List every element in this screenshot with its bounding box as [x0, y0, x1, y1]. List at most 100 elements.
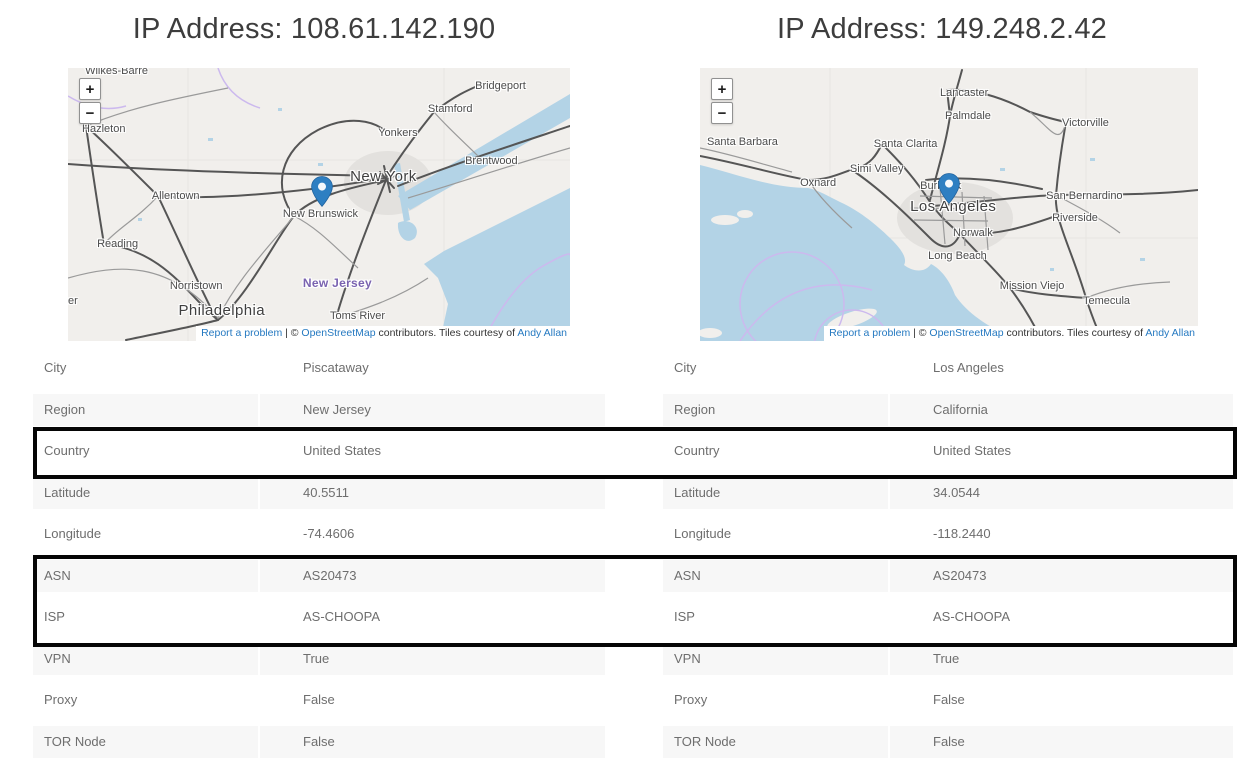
row-value: AS-CHOOPA [258, 601, 605, 633]
attribution-text: contributors. Tiles courtesy of [1003, 327, 1146, 339]
row-value: False [888, 684, 1233, 716]
map-place-label: Norwalk [952, 226, 993, 239]
row-label: Longitude [674, 526, 732, 541]
map-marker-icon[interactable] [938, 173, 960, 204]
map-place-label: Toms River [330, 309, 386, 322]
openstreetmap-link[interactable]: OpenStreetMap [929, 327, 1004, 339]
table-row: Proxy False [33, 684, 605, 716]
ip-panel-right: IP Address: 149.248.2.42 [628, 0, 1256, 341]
row-value: -118.2440 [888, 518, 1233, 550]
row-value: Piscataway [258, 352, 605, 384]
report-problem-link[interactable]: Report a problem [829, 327, 911, 339]
row-value: United States [258, 435, 605, 467]
map-place-label: Santa Clarita [873, 137, 938, 150]
row-label: Country [44, 443, 90, 458]
row-label: ASN [44, 567, 71, 583]
row-value: -74.4606 [258, 518, 605, 550]
geo-details-table-left: City Piscataway Region New Jersey Country Uni… [33, 352, 605, 767]
geo-details-area: City Piscataway Region New Jersey Country Uni… [0, 352, 1256, 768]
map-place-label: Santa Barbara [706, 135, 778, 148]
map-place-label: Brentwood [465, 155, 518, 168]
map-marker-icon[interactable] [311, 176, 333, 207]
map-place-label: Mission Viejo [999, 280, 1065, 293]
map-place-label: Wilkes-Barre [85, 68, 149, 78]
map-place-label: Simi Valley [849, 163, 904, 175]
row-value: True [888, 642, 1233, 675]
table-row: TOR Node False [663, 725, 1233, 758]
row-value: AS20473 [888, 559, 1233, 592]
map-place-label: Victorville [1062, 116, 1109, 129]
row-label: Longitude [44, 526, 102, 541]
page-title: IP Address: 149.248.2.42 [777, 13, 1107, 45]
attribution-text: | © [282, 327, 302, 339]
row-label: VPN [674, 650, 701, 666]
map-zoom-control: + − [79, 78, 101, 124]
zoom-in-button[interactable]: + [711, 78, 733, 100]
row-value: False [888, 725, 1233, 758]
zoom-out-button[interactable]: − [79, 102, 101, 124]
row-value: AS-CHOOPA [888, 601, 1233, 633]
geolocation-map[interactable]: + − Wilkes-Barre Hazleton Allentown Reading… [68, 68, 570, 341]
row-label: ASN [674, 567, 701, 583]
table-row: ASN AS20473 [663, 559, 1233, 592]
table-row: Country United States [33, 435, 605, 467]
table-row: Longitude -74.4606 [33, 518, 605, 550]
table-row: Country United States [663, 435, 1233, 467]
row-value: California [888, 393, 1233, 426]
map-place-label: Los Angeles [910, 197, 997, 215]
panel-columns: IP Address: 108.61.142.190 [0, 0, 1256, 341]
ip-panel-left: IP Address: 108.61.142.190 [0, 0, 628, 341]
map-place-label: er [68, 294, 78, 307]
row-label: Proxy [44, 692, 78, 707]
row-label: Region [44, 401, 86, 417]
map-place-label: Oxnard [800, 176, 837, 189]
zoom-in-button[interactable]: + [79, 78, 101, 100]
row-value: False [258, 684, 605, 716]
table-row: Region New Jersey [33, 393, 605, 426]
map-place-label: Bridgeport [475, 80, 526, 92]
table-row: ASN AS20473 [33, 559, 605, 592]
row-label: Proxy [674, 692, 708, 707]
row-label: ISP [44, 609, 65, 624]
row-label: Region [674, 401, 716, 417]
row-value: United States [888, 435, 1233, 467]
table-row: ISP AS-CHOOPA [663, 601, 1233, 633]
map-zoom-control: + − [711, 78, 733, 124]
row-label: City [674, 360, 697, 375]
row-value: True [258, 642, 605, 675]
tile-credit-link[interactable]: Andy Allan [517, 327, 567, 339]
row-label: TOR Node [44, 733, 106, 749]
map-place-label: New Brunswick [282, 208, 359, 221]
report-problem-link[interactable]: Report a problem [201, 327, 283, 339]
row-label: VPN [44, 650, 71, 666]
row-value: Los Angeles [888, 352, 1233, 384]
geo-details-table-right: City Los Angeles Region California Country Un… [663, 352, 1233, 767]
map-place-label: Palmdale [945, 110, 991, 123]
row-label: City [44, 360, 67, 375]
map-place-label: Hazleton [82, 122, 126, 135]
map-place-label: New York [350, 167, 417, 185]
map-place-label: Temecula [1082, 295, 1131, 308]
table-row: TOR Node False [33, 725, 605, 758]
row-value: New Jersey [258, 393, 605, 426]
table-row: VPN True [663, 642, 1233, 675]
table-row: Proxy False [663, 684, 1233, 716]
map-place-label: Lancaster [940, 87, 989, 100]
row-label: Country [674, 443, 720, 458]
row-value: False [258, 725, 605, 758]
map-tiles [700, 68, 1198, 341]
geolocation-map[interactable]: + − Lancaster Palmdale Victorville Santa Ba… [700, 68, 1198, 341]
map-attribution: Report a problem | © OpenStreetMap contr… [824, 326, 1198, 341]
tile-credit-link[interactable]: Andy Allan [1145, 327, 1195, 339]
attribution-text: contributors. Tiles courtesy of [375, 327, 518, 339]
map-place-label: Long Beach [928, 250, 987, 263]
row-label: Latitude [674, 484, 721, 500]
attribution-text: | © [910, 327, 930, 339]
openstreetmap-link[interactable]: OpenStreetMap [301, 327, 376, 339]
map-tiles [68, 68, 570, 341]
map-attribution: Report a problem | © OpenStreetMap contr… [196, 326, 570, 341]
map-place-label: Philadelphia [178, 301, 265, 319]
zoom-out-button[interactable]: − [711, 102, 733, 124]
row-label: ISP [674, 609, 695, 624]
